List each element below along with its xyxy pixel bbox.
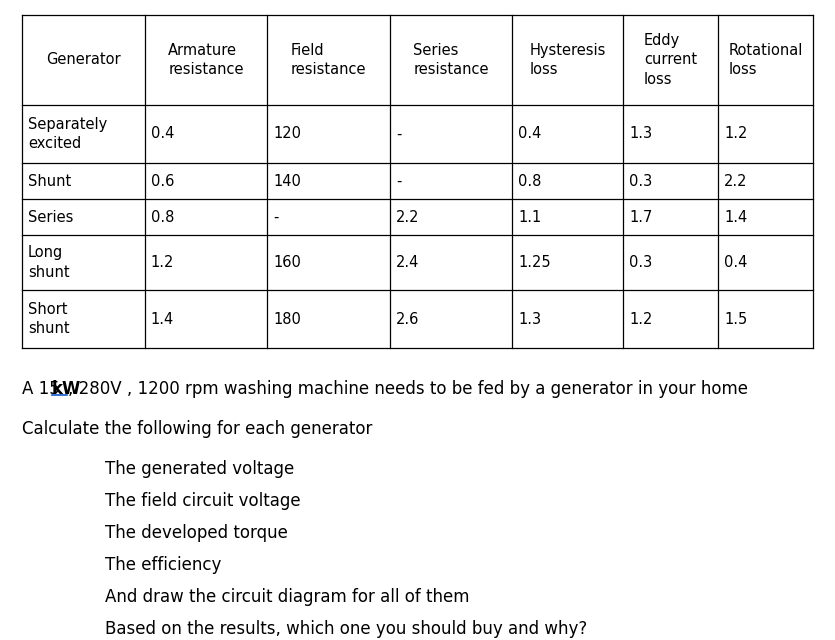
Text: Long
shunt: Long shunt [28, 245, 69, 280]
Text: Based on the results, which one you should buy and why?: Based on the results, which one you shou… [105, 620, 587, 638]
Text: Short
shunt: Short shunt [28, 302, 69, 336]
Text: Series: Series [28, 209, 73, 225]
Text: 0.4: 0.4 [519, 127, 542, 141]
Text: 1.3: 1.3 [519, 312, 542, 326]
Text: Shunt: Shunt [28, 173, 71, 189]
Text: 120: 120 [273, 127, 301, 141]
Text: Field
resistance: Field resistance [291, 43, 367, 77]
Text: 0.8: 0.8 [519, 173, 542, 189]
Text: , 280V , 1200 rpm washing machine needs to be fed by a generator in your home: , 280V , 1200 rpm washing machine needs … [68, 380, 747, 398]
Text: The efficiency: The efficiency [105, 556, 221, 574]
Text: 180: 180 [273, 312, 301, 326]
Text: -: - [396, 173, 401, 189]
Text: Series
resistance: Series resistance [413, 43, 488, 77]
Text: 1.4: 1.4 [724, 209, 747, 225]
Text: The generated voltage: The generated voltage [105, 460, 294, 478]
Text: Rotational
loss: Rotational loss [728, 43, 802, 77]
Text: 1.5: 1.5 [724, 312, 747, 326]
Text: Hysteresis
loss: Hysteresis loss [529, 43, 606, 77]
Text: The field circuit voltage: The field circuit voltage [105, 492, 301, 510]
Text: 1.7: 1.7 [629, 209, 652, 225]
Text: 1.3: 1.3 [629, 127, 652, 141]
Text: The developed torque: The developed torque [105, 524, 288, 542]
Text: 1.2: 1.2 [724, 127, 747, 141]
Text: And draw the circuit diagram for all of them: And draw the circuit diagram for all of … [105, 588, 469, 606]
Text: -: - [396, 127, 401, 141]
Text: Eddy
current
loss: Eddy current loss [644, 33, 697, 86]
Text: Separately
excited: Separately excited [28, 117, 107, 151]
Text: 0.3: 0.3 [629, 173, 652, 189]
Text: 2.6: 2.6 [396, 312, 419, 326]
Text: Generator: Generator [46, 52, 120, 67]
Text: 1.1: 1.1 [519, 209, 542, 225]
Text: -: - [273, 209, 279, 225]
Text: 2.2: 2.2 [724, 173, 747, 189]
Text: 140: 140 [273, 173, 301, 189]
Text: 1.2: 1.2 [629, 312, 652, 326]
Text: 0.4: 0.4 [724, 255, 747, 270]
Text: 2.2: 2.2 [396, 209, 419, 225]
Text: A 15: A 15 [22, 380, 60, 398]
Text: 0.4: 0.4 [150, 127, 174, 141]
Text: 1.25: 1.25 [519, 255, 551, 270]
Text: 0.3: 0.3 [629, 255, 652, 270]
Text: 1.4: 1.4 [150, 312, 174, 326]
Text: 160: 160 [273, 255, 301, 270]
Text: Armature
resistance: Armature resistance [168, 43, 244, 77]
Text: kW: kW [52, 380, 81, 398]
Text: 0.8: 0.8 [150, 209, 174, 225]
Text: 0.6: 0.6 [150, 173, 174, 189]
Text: Calculate the following for each generator: Calculate the following for each generat… [22, 420, 372, 438]
Text: 1.2: 1.2 [150, 255, 174, 270]
Text: 2.4: 2.4 [396, 255, 419, 270]
